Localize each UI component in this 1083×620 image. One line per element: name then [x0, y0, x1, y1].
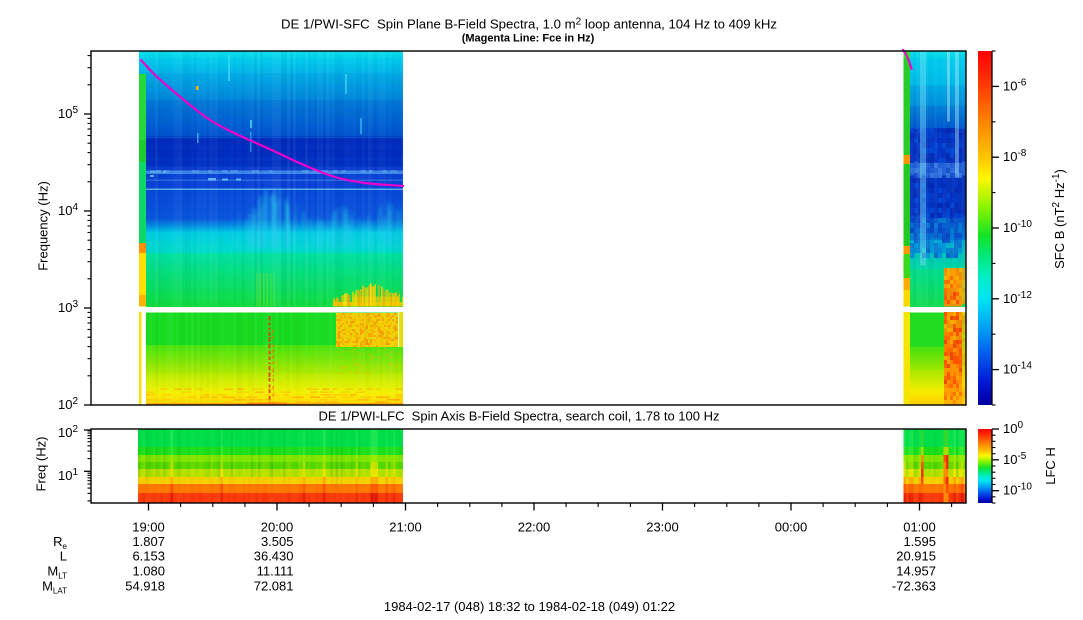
svg-text:72.081: 72.081	[254, 579, 294, 594]
svg-text:DE 1/PWI-SFC Spin Plane B-Fie: DE 1/PWI-SFC Spin Plane B-Field Spectra,…	[281, 17, 777, 32]
svg-text:23:00: 23:00	[646, 520, 679, 535]
svg-text:36.430: 36.430	[254, 549, 294, 564]
svg-text:20.915: 20.915	[896, 549, 936, 564]
svg-text:1.807: 1.807	[132, 534, 165, 549]
svg-text:Freq (Hz): Freq (Hz)	[34, 437, 49, 492]
svg-text:20:00: 20:00	[261, 520, 294, 535]
svg-text:DE 1/PWI-LFC Spin Axis B-Fiel: DE 1/PWI-LFC Spin Axis B-Field Spectra, …	[319, 409, 720, 424]
svg-text:Frequency (Hz): Frequency (Hz)	[36, 181, 51, 271]
svg-text:6.153: 6.153	[132, 549, 165, 564]
svg-text:14.957: 14.957	[896, 564, 936, 579]
svg-text:00:00: 00:00	[775, 520, 808, 535]
svg-text:-72.363: -72.363	[892, 579, 936, 594]
svg-text:(Magenta Line: Fce in Hz): (Magenta Line: Fce in Hz)	[462, 33, 595, 45]
svg-text:L: L	[60, 549, 67, 564]
svg-text:LFC H: LFC H	[1043, 447, 1058, 485]
svg-text:SFC B (nT2 Hz-1): SFC B (nT2 Hz-1)	[1051, 169, 1067, 269]
svg-text:1984-02-17 (048) 18:32 to 1984: 1984-02-17 (048) 18:32 to 1984-02-18 (04…	[384, 599, 675, 614]
svg-text:01:00: 01:00	[903, 520, 936, 535]
svg-text:1.080: 1.080	[132, 564, 165, 579]
svg-text:3.505: 3.505	[261, 534, 294, 549]
svg-text:22:00: 22:00	[518, 520, 551, 535]
svg-text:19:00: 19:00	[132, 520, 165, 535]
svg-text:54.918: 54.918	[125, 579, 165, 594]
svg-text:21:00: 21:00	[389, 520, 422, 535]
svg-text:11.111: 11.111	[257, 564, 294, 579]
svg-text:1.595: 1.595	[903, 534, 936, 549]
